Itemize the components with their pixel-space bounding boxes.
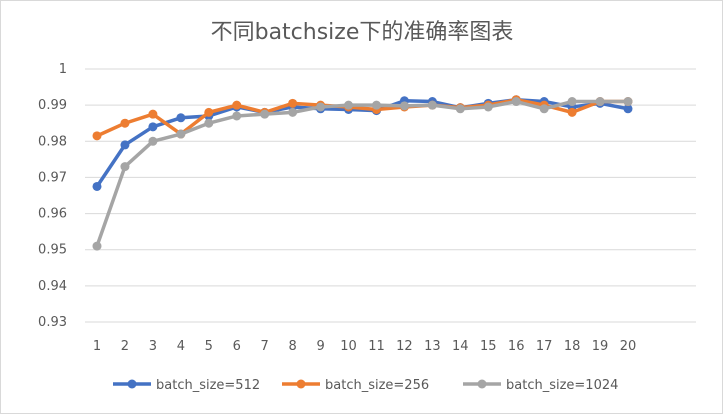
- series-line-2: [95, 99, 630, 248]
- legend: batch_size=512 batch_size=256 batch_size=1…: [113, 378, 618, 393]
- y-tick-label-7: 1: [59, 62, 67, 77]
- y-tick-label-2: 0.95: [38, 243, 67, 258]
- series-2-point-19: [623, 97, 633, 107]
- series-2-point-18: [595, 97, 605, 107]
- x-tick-label-17: 18: [564, 339, 581, 354]
- legend-label-1: batch_size=256: [325, 378, 429, 393]
- x-tick-label-16: 17: [536, 339, 553, 354]
- legend-item-0: batch_size=512: [113, 378, 260, 393]
- x-tick-label-1: 2: [121, 339, 129, 354]
- series-1-point-5: [232, 100, 242, 110]
- x-tick-label-2: 3: [149, 339, 157, 354]
- x-tick-label-14: 15: [480, 339, 497, 354]
- gridlines: [85, 68, 696, 323]
- y-tick-label-6: 0.99: [38, 98, 67, 113]
- y-tick-label-5: 0.98: [38, 134, 67, 149]
- x-tick-label-10: 11: [368, 339, 385, 354]
- series-2-point-11: [399, 101, 409, 111]
- series-2-point-2: [148, 136, 158, 146]
- legend-swatch-marker-1: [296, 379, 306, 389]
- legend-swatch-marker-0: [127, 379, 137, 389]
- series-2-point-10: [371, 100, 381, 110]
- series-1-point-0: [92, 131, 102, 141]
- series-1-point-4: [204, 107, 214, 117]
- series-group: [92, 95, 633, 251]
- x-tick-label-7: 8: [288, 339, 296, 354]
- series-2-point-15: [511, 97, 521, 107]
- legend-item-2: batch_size=1024: [463, 378, 618, 393]
- y-tick-label-4: 0.97: [38, 170, 67, 185]
- chart-title: 不同batchsize下的准确率图表: [211, 20, 514, 45]
- y-tick-label-0: 0.93: [38, 315, 67, 330]
- series-2-point-0: [92, 241, 102, 251]
- y-axis-ticks: 0.93 0.94 0.95 0.96 0.97 0.98 0.99 1: [38, 62, 67, 330]
- x-tick-label-0: 1: [93, 339, 101, 354]
- series-2-point-3: [176, 129, 186, 139]
- series-0-point-2: [148, 122, 158, 132]
- x-tick-label-3: 4: [177, 339, 185, 354]
- x-tick-label-5: 6: [233, 339, 241, 354]
- x-tick-label-11: 12: [396, 339, 413, 354]
- series-2-point-17: [567, 97, 577, 107]
- x-tick-label-8: 9: [316, 339, 324, 354]
- legend-swatch-marker-2: [477, 379, 487, 389]
- series-0-point-19: [623, 104, 633, 114]
- series-2-point-6: [260, 109, 270, 119]
- legend-label-0: batch_size=512: [156, 378, 260, 393]
- x-tick-label-13: 14: [452, 339, 469, 354]
- series-2-point-13: [455, 104, 465, 114]
- legend-item-1: batch_size=256: [282, 378, 429, 393]
- series-2-point-5: [232, 111, 242, 121]
- x-tick-label-4: 5: [205, 339, 213, 354]
- series-0-point-3: [176, 113, 186, 123]
- series-1-point-7: [288, 98, 298, 108]
- x-axis-ticks: 1 2 3 4 5 6 7 8 9 10 11 12 13 14 15 16 17 18 19 20: [93, 339, 636, 354]
- y-tick-label-3: 0.96: [38, 207, 67, 222]
- series-1-point-2: [148, 109, 158, 119]
- series-line-0: [95, 97, 630, 189]
- x-tick-label-15: 16: [508, 339, 525, 354]
- x-tick-label-6: 7: [261, 339, 269, 354]
- series-1-point-17: [567, 107, 577, 117]
- legend-label-2: batch_size=1024: [506, 378, 618, 393]
- series-2-point-12: [427, 100, 437, 110]
- series-2-point-14: [483, 102, 493, 112]
- series-2-point-4: [204, 118, 214, 128]
- x-tick-label-9: 10: [340, 339, 357, 354]
- x-tick-label-18: 19: [592, 339, 609, 354]
- series-2-point-7: [288, 107, 298, 117]
- x-tick-label-12: 13: [424, 339, 441, 354]
- series-2: [92, 97, 633, 251]
- series-2-point-16: [539, 104, 549, 114]
- series-2-point-1: [120, 162, 130, 172]
- x-tick-label-19: 20: [620, 339, 637, 354]
- y-tick-label-1: 0.94: [38, 279, 67, 294]
- series-2-point-9: [344, 100, 354, 110]
- series-0-point-0: [92, 181, 102, 191]
- series-1-point-1: [120, 118, 130, 128]
- series-2-point-8: [316, 102, 326, 112]
- series-0-point-1: [120, 140, 130, 150]
